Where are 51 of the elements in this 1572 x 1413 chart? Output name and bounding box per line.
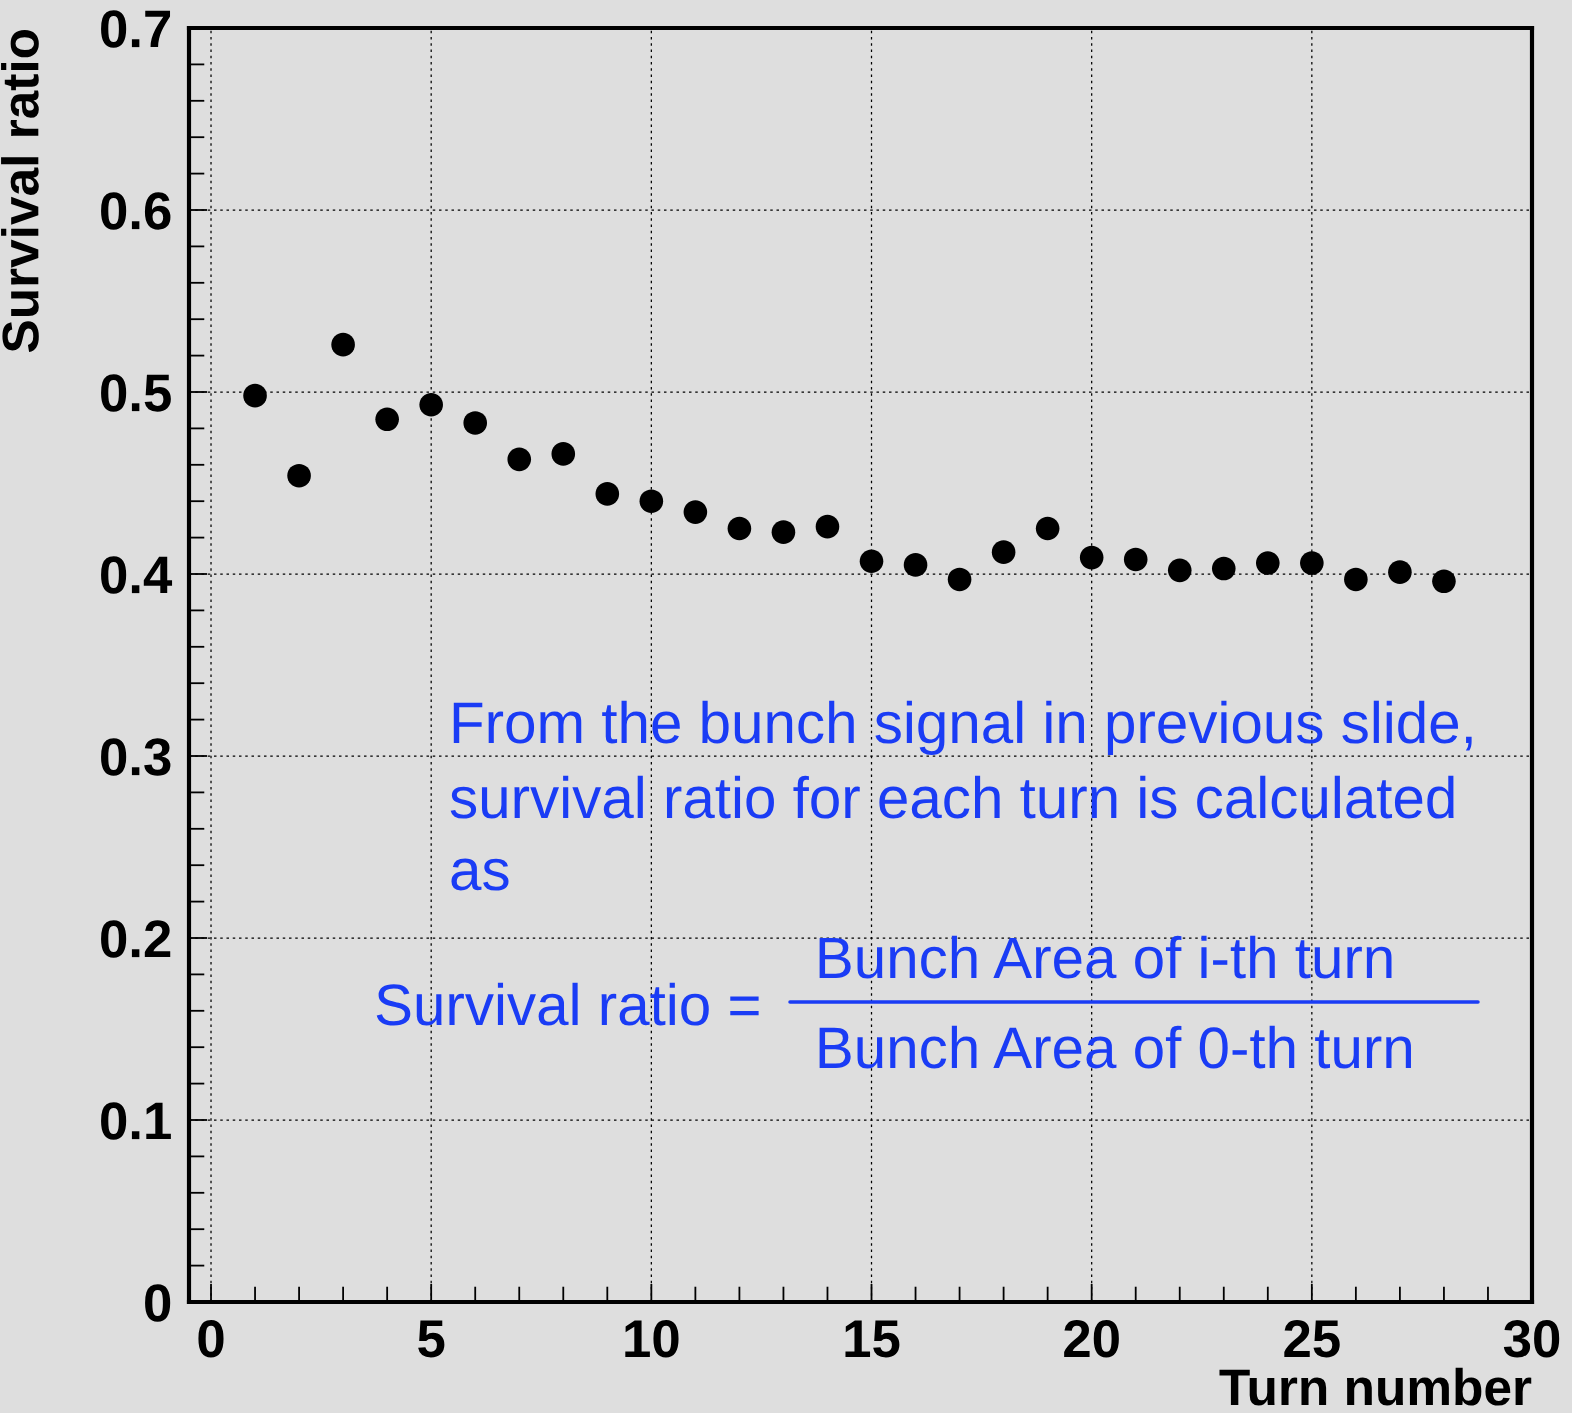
annotation: survival ratio for each turn is calculated <box>450 775 1454 819</box>
point <box>727 516 752 541</box>
point <box>463 411 488 435</box>
point <box>375 407 399 432</box>
annotation: Survival ratio = <box>376 982 759 1026</box>
point <box>815 514 840 539</box>
point <box>859 549 884 574</box>
x-axis-title: Turn number <box>1219 1367 1532 1406</box>
y-tick-label: 0.5 <box>101 374 171 412</box>
y-tick-label: 0.4 <box>101 556 173 594</box>
point <box>1035 516 1060 541</box>
y-tick-label: 0.7 <box>101 10 171 48</box>
y-tick-label: 0.3 <box>101 738 171 776</box>
point <box>551 442 576 466</box>
y-axis-title: Survival ratio <box>1 29 39 353</box>
x-tick-label: 20 <box>1064 1320 1119 1358</box>
point <box>595 482 620 506</box>
point <box>1432 569 1456 594</box>
point <box>331 332 355 357</box>
annotation: Bunch Area of 0-th turn <box>819 1025 1411 1069</box>
x-tick-label: 30 <box>1503 1320 1560 1358</box>
x-tick-label: 5 <box>418 1320 445 1358</box>
point <box>1079 545 1104 570</box>
point <box>1256 551 1280 575</box>
point <box>991 540 1016 564</box>
point <box>1300 551 1324 575</box>
point <box>903 553 928 577</box>
point <box>243 383 267 408</box>
x-tick-label: 0 <box>198 1320 224 1358</box>
point <box>1123 547 1148 572</box>
point <box>683 500 708 524</box>
point <box>947 567 972 592</box>
annotation: Bunch Area of i-th turn <box>819 935 1392 979</box>
point <box>1388 560 1412 584</box>
x-tick-label: 25 <box>1284 1320 1340 1358</box>
annotation: as <box>451 858 509 891</box>
y-tick-label: 0.1 <box>101 1102 171 1140</box>
x-tick-label: 15 <box>845 1320 900 1358</box>
point <box>1167 558 1192 583</box>
point <box>419 392 443 417</box>
point <box>507 447 532 472</box>
y-tick-label: 0.6 <box>101 192 171 230</box>
point <box>1211 556 1236 581</box>
point <box>287 463 311 488</box>
annotation: From the bunch signal in previous slide, <box>453 700 1472 756</box>
point <box>639 489 664 514</box>
y-tick-label: 0.2 <box>101 920 171 958</box>
y-tick-label: 0 <box>145 1284 171 1322</box>
point <box>771 520 796 544</box>
x-tick-label: 10 <box>625 1320 679 1358</box>
point <box>1344 567 1368 592</box>
